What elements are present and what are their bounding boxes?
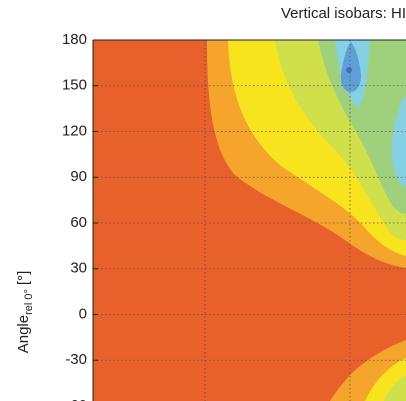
y-label-unit: [°] bbox=[15, 271, 32, 285]
y-label-sub: rel 0° bbox=[23, 289, 35, 315]
y-tick-label: 120 bbox=[62, 122, 87, 139]
contour-band bbox=[384, 375, 406, 401]
contour-fill bbox=[93, 40, 406, 401]
y-tick-label: 180 bbox=[62, 31, 87, 48]
y-tick-label: 150 bbox=[62, 77, 87, 94]
contour-band bbox=[391, 95, 406, 188]
y-tick-label: -30 bbox=[65, 351, 87, 368]
y-axis-label: Anglerel 0° [°] bbox=[15, 271, 35, 354]
contour-band bbox=[318, 40, 406, 214]
y-tick-label: 30 bbox=[70, 260, 87, 277]
contour-band bbox=[346, 67, 352, 73]
y-tick-label: 90 bbox=[70, 168, 87, 185]
contour-band bbox=[340, 42, 361, 92]
chart-title: Vertical isobars: HI bbox=[281, 5, 406, 22]
y-tick-label: 0 bbox=[79, 305, 87, 322]
y-label-main: Angle bbox=[15, 315, 32, 353]
y-tick-label: -60 bbox=[65, 397, 87, 401]
y-tick-label: 60 bbox=[70, 214, 87, 231]
